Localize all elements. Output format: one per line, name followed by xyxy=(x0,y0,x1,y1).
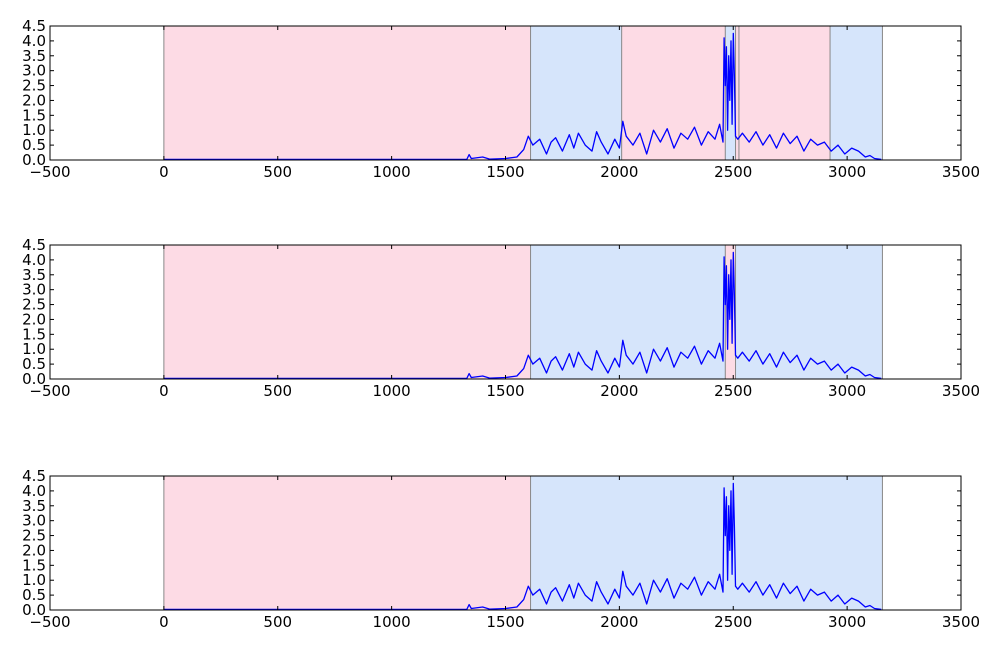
subplot-3-x-tick-label: 3500 xyxy=(942,613,980,631)
subplot-1-x-tick-label: 2000 xyxy=(600,163,638,181)
subplot-1-x-tick-label: 3000 xyxy=(828,163,866,181)
subplot-3-y-tick-label: 1.0 xyxy=(22,571,46,589)
subplot-2-y-tick-label: 0.5 xyxy=(22,355,46,373)
subplot-2-y-tick-label: 3.0 xyxy=(22,281,46,299)
subplot-3-y-tick-label: 0.0 xyxy=(22,601,46,619)
subplot-1-y-tick-label: 2.5 xyxy=(22,77,46,95)
subplot-2-x-tick-label: 1500 xyxy=(486,382,524,400)
subplot-1-x-tick-label: 1000 xyxy=(373,163,411,181)
subplot-1-x-tick-label: 2500 xyxy=(714,163,752,181)
subplot-1-y-tick-label: 4.5 xyxy=(22,17,46,35)
subplot-1-series-line xyxy=(163,32,882,161)
subplot-3-x-tick-label: 1500 xyxy=(486,613,524,631)
subplot-3-x-tick-label: 1000 xyxy=(373,613,411,631)
subplot-2-y-tick-label: 0.0 xyxy=(22,370,46,388)
subplot-3-y-tick-label: 2.0 xyxy=(22,541,46,559)
subplot-3-y-tick-label: 4.5 xyxy=(22,467,46,485)
subplot-3-region-1 xyxy=(163,476,531,610)
subplot-1-y-tick-label: 0.5 xyxy=(22,136,46,154)
subplot-3-x-tick-label: 500 xyxy=(263,613,292,631)
subplot-1-region-2 xyxy=(530,26,622,160)
subplot-3-y-tick-label: 3.5 xyxy=(22,497,46,515)
subplot-2-x-tick-label: 2000 xyxy=(600,382,638,400)
subplot-2-x-tick-label: 3000 xyxy=(828,382,866,400)
subplot-3-y-tick-label: 1.5 xyxy=(22,556,46,574)
subplot-1-y-tick-label: 3.0 xyxy=(22,62,46,80)
subplot-3-y-tick-label: 2.5 xyxy=(22,527,46,545)
subplot-2-x-tick-label: 2500 xyxy=(714,382,752,400)
subplot-1-region-5 xyxy=(735,26,739,160)
subplot-2-x-tick-label: 0 xyxy=(159,382,169,400)
subplot-1-x-tick-label: 3500 xyxy=(942,163,980,181)
subplot-1-y-tick-label: 1.5 xyxy=(22,106,46,124)
subplot-2-x-tick-label: 1000 xyxy=(373,382,411,400)
subplot-1-y-tick-label: 2.0 xyxy=(22,91,46,109)
subplot-3-x-tick-label: 3000 xyxy=(828,613,866,631)
subplot-1-x-tick-label: −500 xyxy=(29,163,70,181)
subplot-2-y-tick-label: 2.5 xyxy=(22,296,46,314)
subplot-1-x-tick-label: 500 xyxy=(263,163,292,181)
subplot-1-y-tick-label: 3.5 xyxy=(22,47,46,65)
subplot-1-region-1 xyxy=(163,26,531,160)
subplot-2-y-tick-label: 1.0 xyxy=(22,340,46,358)
subplot-3: −500 0 500 1000 1500 2000 2500 3000 35000.00.51.… xyxy=(22,467,980,631)
subplot-2-y-tick-label: 4.0 xyxy=(22,251,46,269)
subplot-2: −500 0 500 1000 1500 2000 2500 3000 35000.00.51.… xyxy=(22,236,980,400)
subplot-3-x-tick-label: 2500 xyxy=(714,613,752,631)
subplot-2-y-tick-label: 3.5 xyxy=(22,266,46,284)
subplot-1-x-tick-label: 0 xyxy=(159,163,169,181)
subplot-1: −500 0 500 1000 1500 2000 2500 3000 35000.00.51.… xyxy=(22,17,980,181)
subplot-3-y-tick-label: 0.5 xyxy=(22,586,46,604)
subplot-3-x-tick-label: 0 xyxy=(159,613,169,631)
subplot-3-y-tick-label: 3.0 xyxy=(22,512,46,530)
subplot-1-y-tick-label: 4.0 xyxy=(22,32,46,50)
subplot-2-x-tick-label: 500 xyxy=(263,382,292,400)
subplot-2-y-tick-label: 4.5 xyxy=(22,236,46,254)
subplot-1-y-tick-label: 0.0 xyxy=(22,151,46,169)
subplot-2-series-line xyxy=(163,251,882,380)
subplot-3-series-line xyxy=(163,482,882,611)
subplot-2-y-tick-label: 1.5 xyxy=(22,325,46,343)
subplot-2-y-tick-label: 2.0 xyxy=(22,310,46,328)
subplot-2-region-2 xyxy=(530,245,726,379)
subplot-2-x-tick-label: 3500 xyxy=(942,382,980,400)
subplot-3-y-tick-label: 4.0 xyxy=(22,482,46,500)
subplot-1-x-tick-label: 1500 xyxy=(486,163,524,181)
subplot-1-region-3 xyxy=(621,26,726,160)
subplot-1-y-tick-label: 1.0 xyxy=(22,121,46,139)
subplot-2-region-4 xyxy=(735,245,883,379)
subplot-1-region-7 xyxy=(830,26,883,160)
subplot-2-x-tick-label: −500 xyxy=(29,382,70,400)
subplot-2-region-1 xyxy=(163,245,531,379)
subplot-1-region-6 xyxy=(738,26,831,160)
subplot-3-x-tick-label: −500 xyxy=(29,613,70,631)
subplot-3-region-2 xyxy=(530,476,883,610)
subplot-3-x-tick-label: 2000 xyxy=(600,613,638,631)
